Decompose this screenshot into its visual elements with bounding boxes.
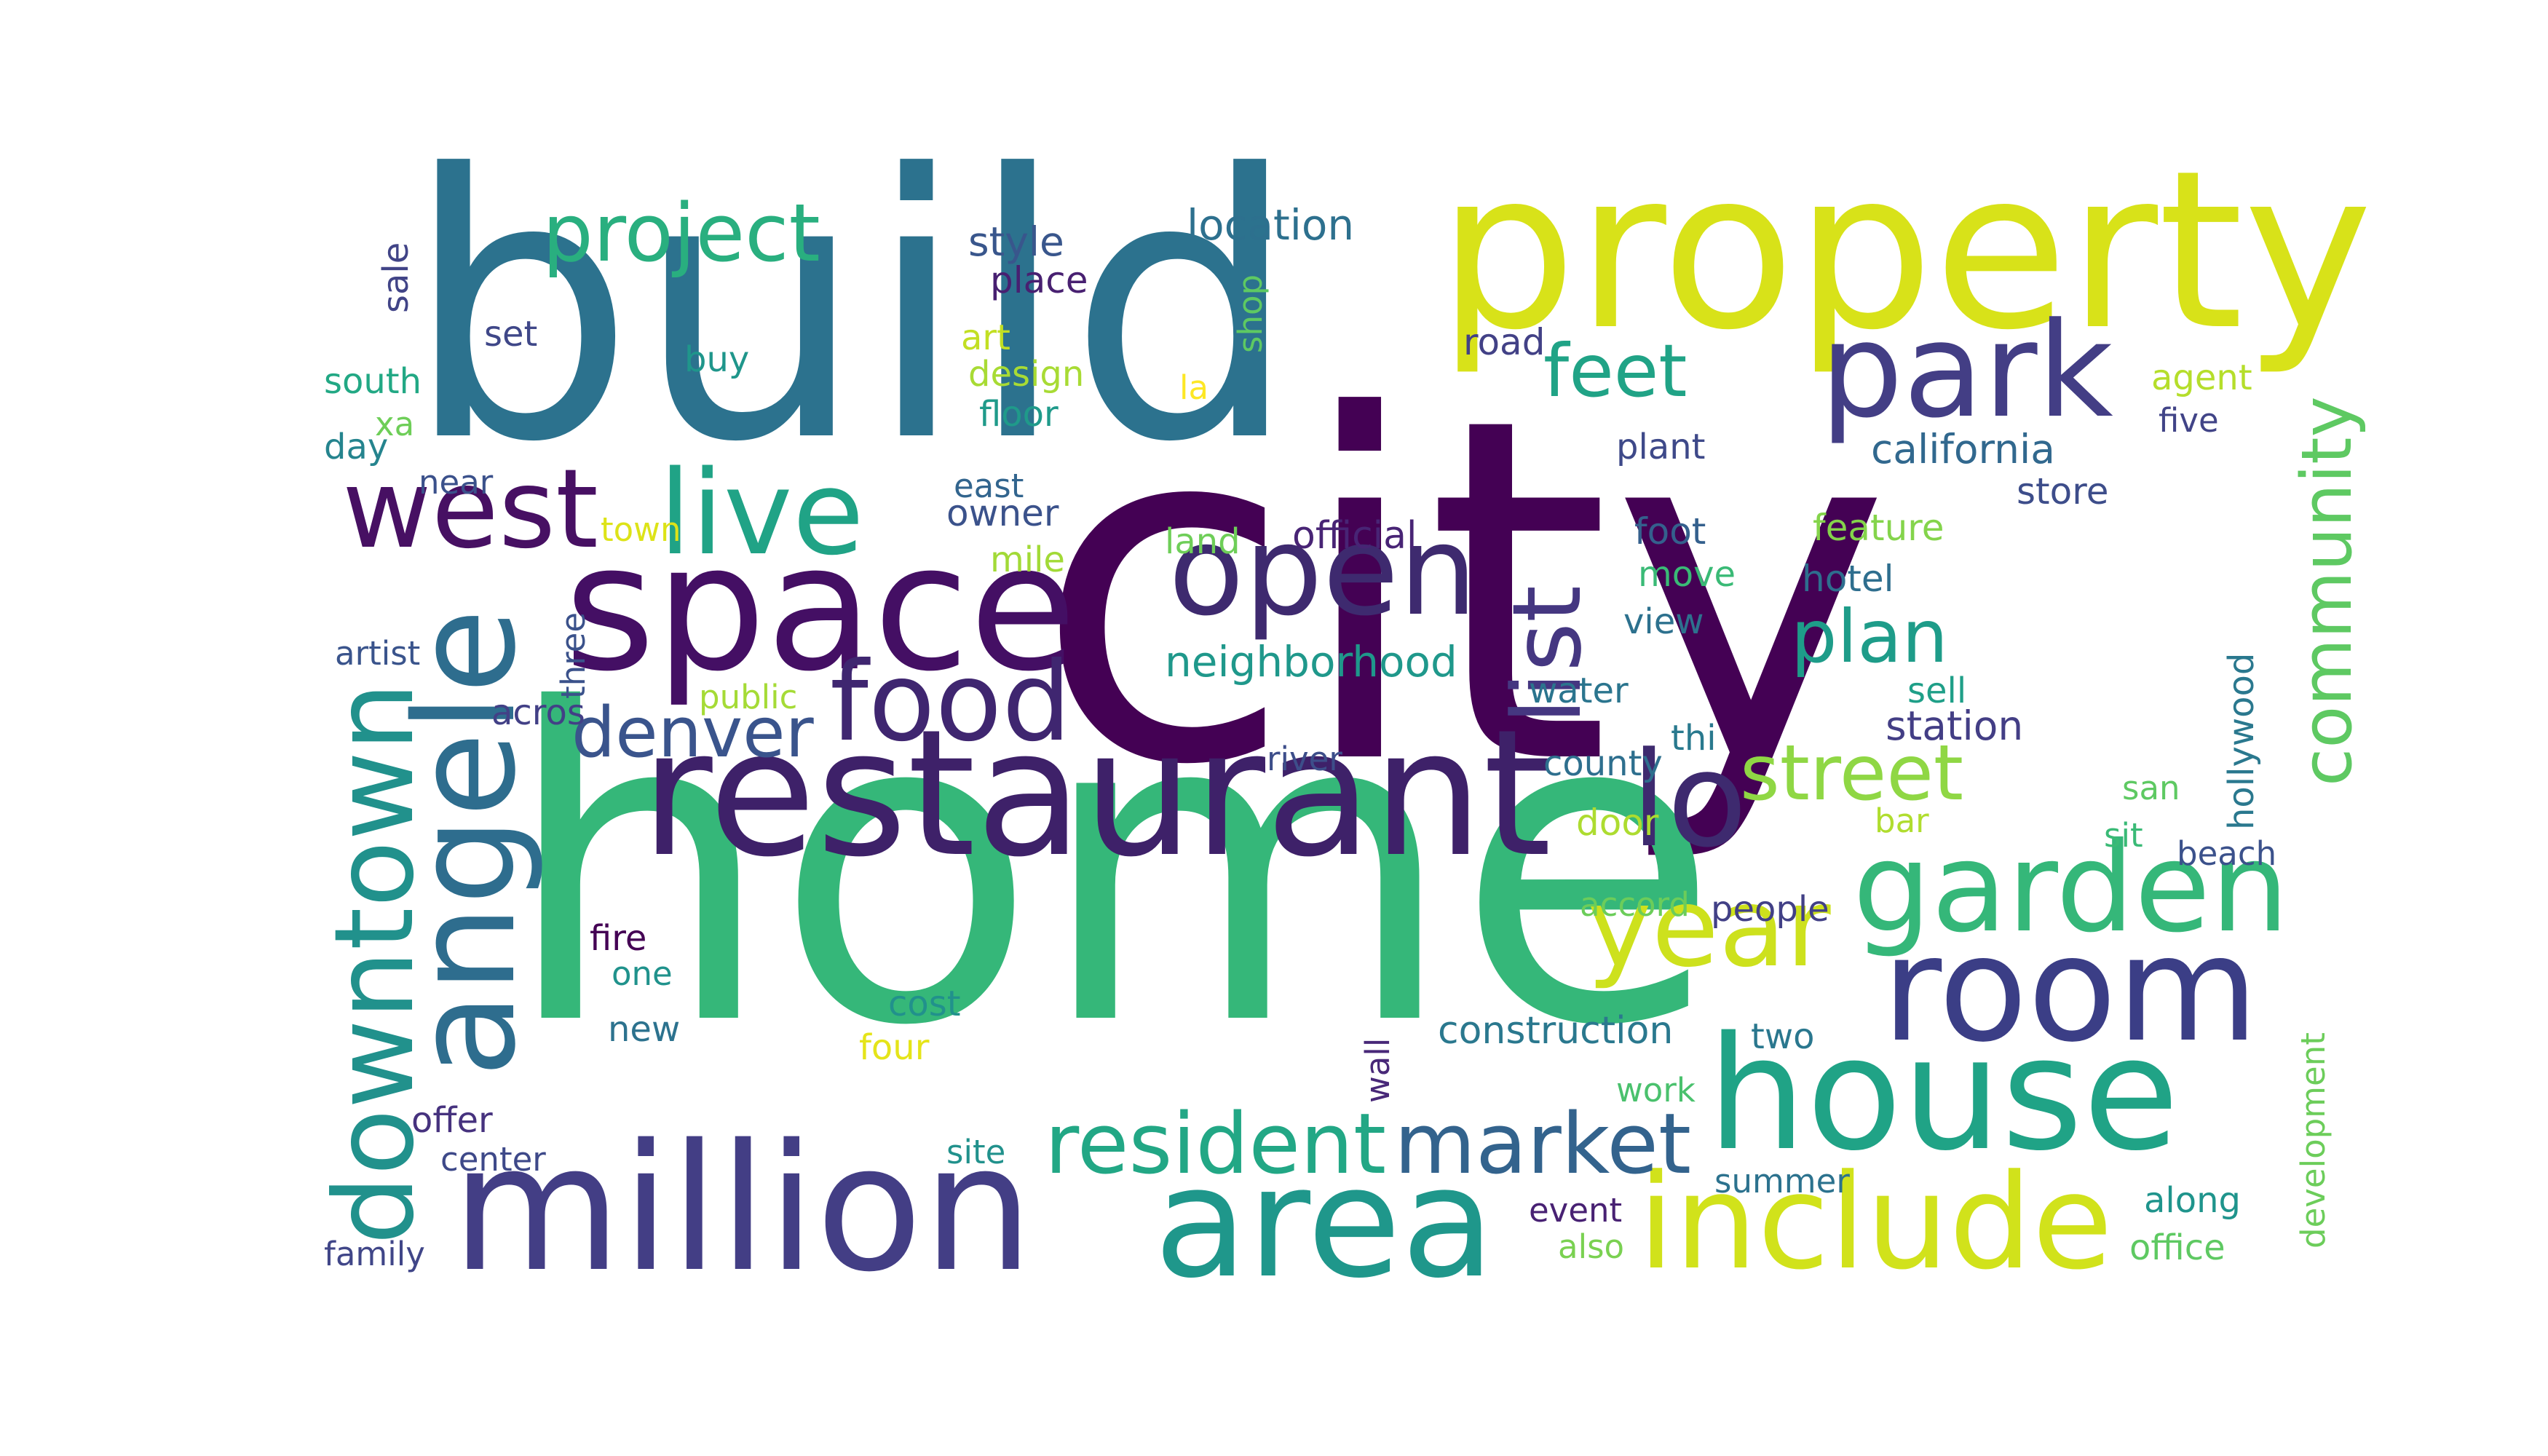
word-area: area xyxy=(1154,1133,1495,1312)
word-site: site xyxy=(946,1133,1006,1171)
word-one: one xyxy=(612,954,673,993)
word-street: street xyxy=(1740,729,1964,818)
word-cost: cost xyxy=(888,984,961,1024)
word-million: million xyxy=(451,1107,1034,1310)
word-also: also xyxy=(1558,1227,1625,1266)
word-plant: plant xyxy=(1616,427,1706,467)
word-day: day xyxy=(324,427,389,467)
word-lo: lo xyxy=(1631,724,1748,877)
word-plan: plan xyxy=(1791,594,1948,679)
word-station: station xyxy=(1886,703,2024,749)
word-wall: wall xyxy=(1358,1037,1397,1103)
word-market: market xyxy=(1394,1096,1692,1193)
word-sale: sale xyxy=(376,242,416,313)
word-agent: agent xyxy=(2151,357,2252,398)
word-sit: sit xyxy=(2104,816,2143,855)
word-project: project xyxy=(542,186,820,280)
word-sell: sell xyxy=(1907,670,1967,711)
word-three: three xyxy=(554,612,593,699)
word-garden: garden xyxy=(1853,816,2290,960)
word-view: view xyxy=(1623,601,1704,642)
word-buy: buy xyxy=(684,339,750,380)
word-design: design xyxy=(968,354,1085,395)
word-bar: bar xyxy=(1875,802,1929,840)
word-house: house xyxy=(1707,1002,2180,1185)
word-place: place xyxy=(990,259,1088,301)
word-thi: thi xyxy=(1671,718,1717,759)
word-xa: xa xyxy=(375,405,415,443)
word-community: community xyxy=(2287,396,2367,786)
word-restaurant: restaurant xyxy=(641,692,1552,895)
word-two: two xyxy=(1751,1016,1815,1057)
word-feet: feet xyxy=(1543,328,1688,414)
word-feature: feature xyxy=(1813,507,1944,549)
word-location: location xyxy=(1187,200,1355,250)
word-neighborhood: neighborhood xyxy=(1165,637,1457,687)
word-offer: offer xyxy=(411,1100,493,1141)
word-four: four xyxy=(859,1027,930,1068)
word-mile: mile xyxy=(990,539,1065,580)
word-foot: foot xyxy=(1634,510,1706,553)
word-floor: floor xyxy=(979,394,1059,435)
word-move: move xyxy=(1638,554,1736,595)
word-official: official xyxy=(1292,514,1417,558)
word-public: public xyxy=(699,678,798,716)
word-build: build xyxy=(404,98,1299,521)
word-hollywood: hollywood xyxy=(2221,652,2262,830)
word-style: style xyxy=(968,218,1064,265)
word-water: water xyxy=(1529,670,1629,711)
word-five: five xyxy=(2159,401,2219,440)
word-downtown: downtown xyxy=(312,681,438,1245)
word-event: event xyxy=(1529,1191,1623,1230)
word-river: river xyxy=(1267,740,1342,778)
word-beach: beach xyxy=(2177,834,2277,873)
word-denver: denver xyxy=(571,693,814,773)
word-family: family xyxy=(324,1235,425,1273)
word-la: la xyxy=(1179,368,1209,407)
word-acros: acros xyxy=(491,692,585,733)
word-store: store xyxy=(2017,470,2109,513)
word-artist: artist xyxy=(335,634,421,673)
word-san: san xyxy=(2122,769,2180,807)
word-shop: shop xyxy=(1231,274,1270,353)
word-fire: fire xyxy=(590,918,647,959)
word-california: california xyxy=(1871,426,2056,472)
word-include: include xyxy=(1638,1147,2113,1299)
word-accord: accord xyxy=(1580,885,1690,924)
word-year: year xyxy=(1587,865,1831,992)
word-live: live xyxy=(659,445,865,581)
word-owner: owner xyxy=(946,492,1059,534)
word-set: set xyxy=(484,314,538,355)
word-along: along xyxy=(2144,1180,2242,1221)
word-land: land xyxy=(1165,521,1241,562)
word-town: town xyxy=(601,510,681,549)
word-food: food xyxy=(830,639,1072,766)
word-park: park xyxy=(1820,295,2113,447)
word-office: office xyxy=(2129,1227,2225,1268)
word-work: work xyxy=(1616,1071,1696,1109)
word-center: center xyxy=(440,1140,546,1179)
word-south: south xyxy=(324,361,422,402)
word-hotel: hotel xyxy=(1802,558,1894,600)
word-near: near xyxy=(419,463,494,502)
word-east: east xyxy=(954,467,1024,505)
word-property: property xyxy=(1438,124,2373,378)
word-summer: summer xyxy=(1714,1162,1850,1200)
word-road: road xyxy=(1463,321,1546,363)
word-city: city xyxy=(1034,318,1891,869)
word-art: art xyxy=(961,317,1010,358)
word-west: west xyxy=(342,446,598,573)
word-development: development xyxy=(2294,1032,2333,1249)
word-county: county xyxy=(1543,743,1663,784)
word-construction: construction xyxy=(1438,1009,1674,1053)
word-new: new xyxy=(608,1009,681,1050)
word-door: door xyxy=(1576,802,1659,844)
word-home: home xyxy=(502,620,1720,1120)
word-space: space xyxy=(564,506,1077,710)
word-room: room xyxy=(1882,905,2259,1075)
word-open: open xyxy=(1168,499,1478,644)
word-people: people xyxy=(1711,889,1829,930)
word-resident: resident xyxy=(1045,1096,1387,1193)
